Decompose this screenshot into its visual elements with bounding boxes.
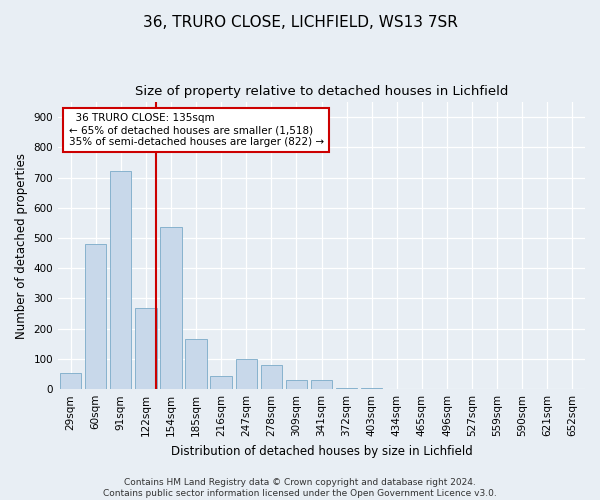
Bar [336, 388, 357, 389]
Bar [361, 388, 382, 389]
Text: Contains HM Land Registry data © Crown copyright and database right 2024.
Contai: Contains HM Land Registry data © Crown c… [103, 478, 497, 498]
Bar [160, 228, 182, 389]
Text: 36, TRURO CLOSE, LICHFIELD, WS13 7SR: 36, TRURO CLOSE, LICHFIELD, WS13 7SR [143, 15, 457, 30]
Bar [286, 380, 307, 389]
Title: Size of property relative to detached houses in Lichfield: Size of property relative to detached ho… [135, 85, 508, 98]
Bar [211, 376, 232, 389]
Y-axis label: Number of detached properties: Number of detached properties [15, 152, 28, 338]
Bar [311, 380, 332, 389]
Bar [260, 365, 282, 389]
Bar [60, 372, 81, 389]
Bar [135, 308, 157, 389]
Text: 36 TRURO CLOSE: 135sqm
← 65% of detached houses are smaller (1,518)
35% of semi-: 36 TRURO CLOSE: 135sqm ← 65% of detached… [68, 114, 324, 146]
Bar [236, 359, 257, 389]
Bar [185, 340, 207, 389]
Bar [110, 172, 131, 389]
Bar [85, 244, 106, 389]
X-axis label: Distribution of detached houses by size in Lichfield: Distribution of detached houses by size … [170, 444, 472, 458]
